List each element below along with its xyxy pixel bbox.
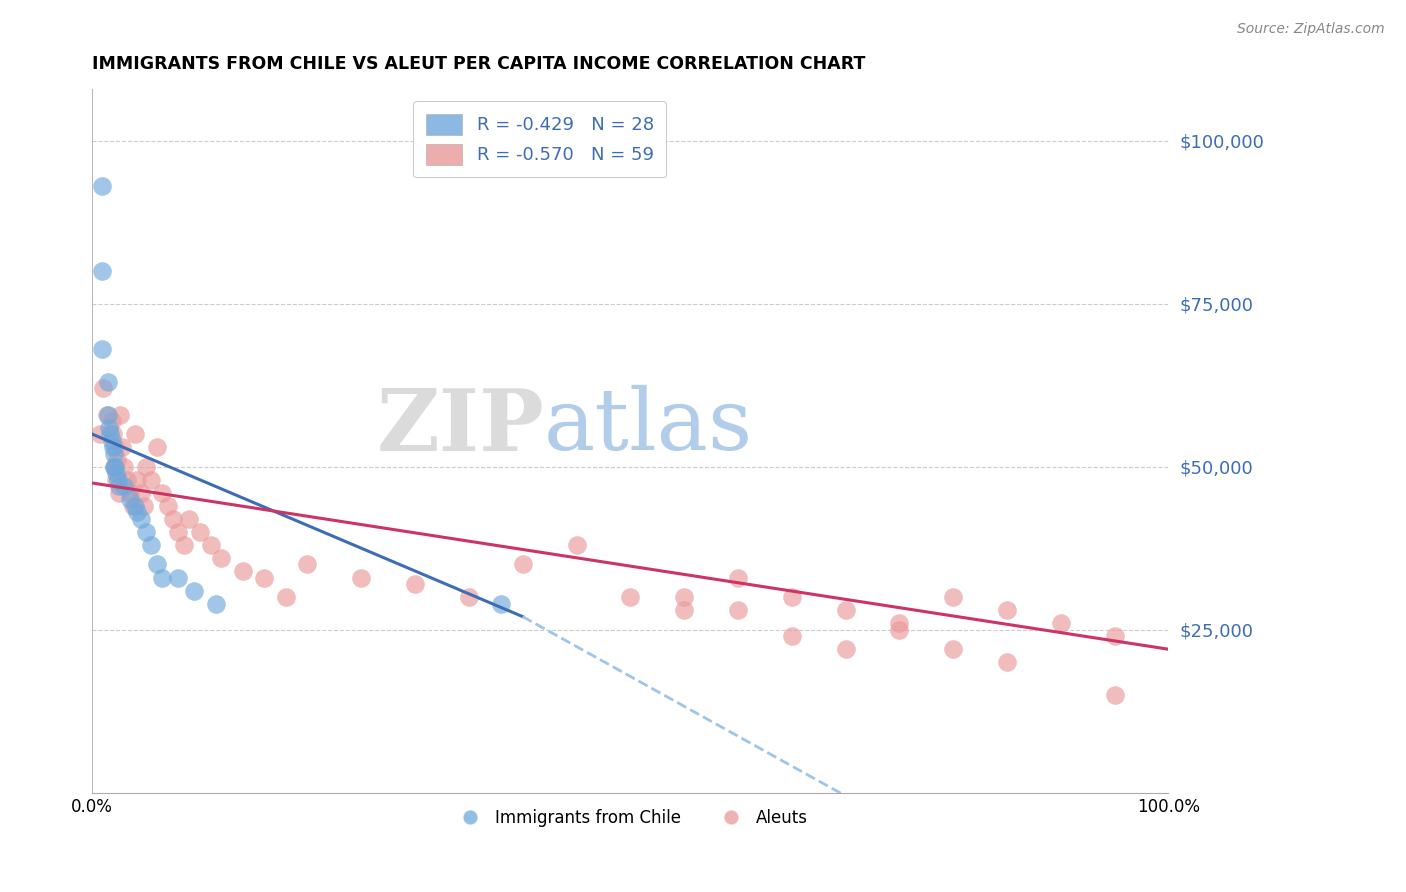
Point — [404, 577, 426, 591]
Point — [512, 558, 534, 572]
Point — [727, 603, 749, 617]
Point — [673, 590, 696, 604]
Point — [90, 264, 112, 278]
Point — [100, 434, 122, 448]
Point — [1050, 616, 1073, 631]
Point — [100, 414, 122, 428]
Point — [141, 473, 163, 487]
Point — [942, 590, 965, 604]
Point — [188, 524, 211, 539]
Point — [200, 538, 222, 552]
Point — [167, 524, 190, 539]
Point — [619, 590, 641, 604]
Point — [129, 512, 152, 526]
Text: ZIP: ZIP — [377, 384, 544, 468]
Point — [1104, 688, 1126, 702]
Point — [173, 538, 195, 552]
Point — [124, 427, 146, 442]
Point — [97, 408, 120, 422]
Text: Source: ZipAtlas.com: Source: ZipAtlas.com — [1237, 22, 1385, 37]
Point — [90, 343, 112, 357]
Point — [156, 499, 179, 513]
Point — [995, 655, 1018, 669]
Point — [118, 485, 141, 500]
Point — [167, 570, 190, 584]
Point — [101, 440, 124, 454]
Point — [101, 427, 124, 442]
Point — [100, 427, 122, 442]
Point — [107, 473, 129, 487]
Point — [115, 473, 138, 487]
Point — [205, 597, 228, 611]
Text: IMMIGRANTS FROM CHILE VS ALEUT PER CAPITA INCOME CORRELATION CHART: IMMIGRANTS FROM CHILE VS ALEUT PER CAPIT… — [93, 55, 866, 73]
Point — [104, 440, 127, 454]
Point — [114, 479, 136, 493]
Point — [232, 564, 254, 578]
Point — [122, 499, 145, 513]
Point — [727, 570, 749, 584]
Point — [145, 440, 167, 454]
Point — [114, 459, 136, 474]
Point — [834, 603, 856, 617]
Point — [209, 551, 232, 566]
Point — [135, 459, 157, 474]
Point — [150, 570, 173, 584]
Point — [673, 603, 696, 617]
Point — [111, 440, 134, 454]
Point — [129, 485, 152, 500]
Point — [105, 453, 128, 467]
Point — [942, 642, 965, 657]
Point — [889, 616, 911, 631]
Point — [780, 629, 803, 643]
Point — [104, 459, 127, 474]
Point — [145, 558, 167, 572]
Point — [780, 590, 803, 604]
Point — [889, 623, 911, 637]
Point — [103, 459, 125, 474]
Point — [834, 642, 856, 657]
Point — [90, 179, 112, 194]
Point — [274, 590, 297, 604]
Point — [104, 473, 127, 487]
Point — [183, 583, 205, 598]
Point — [91, 382, 114, 396]
Legend: Immigrants from Chile, Aleuts: Immigrants from Chile, Aleuts — [446, 802, 814, 834]
Point — [98, 420, 121, 434]
Point — [97, 375, 120, 389]
Point — [132, 499, 155, 513]
Point — [127, 505, 149, 519]
Point — [108, 479, 131, 493]
Point — [565, 538, 588, 552]
Point — [1104, 629, 1126, 643]
Point — [253, 570, 276, 584]
Point — [350, 570, 373, 584]
Point — [108, 408, 131, 422]
Point — [995, 603, 1018, 617]
Point — [103, 447, 125, 461]
Point — [104, 467, 127, 481]
Point — [103, 459, 125, 474]
Point — [297, 558, 319, 572]
Point — [96, 408, 118, 422]
Point — [108, 485, 131, 500]
Point — [177, 512, 200, 526]
Point — [124, 499, 146, 513]
Point — [489, 597, 512, 611]
Point — [150, 485, 173, 500]
Point — [118, 492, 141, 507]
Point — [457, 590, 479, 604]
Text: atlas: atlas — [544, 385, 754, 468]
Point — [89, 427, 111, 442]
Point — [135, 524, 157, 539]
Point — [162, 512, 184, 526]
Point — [127, 473, 149, 487]
Point — [141, 538, 163, 552]
